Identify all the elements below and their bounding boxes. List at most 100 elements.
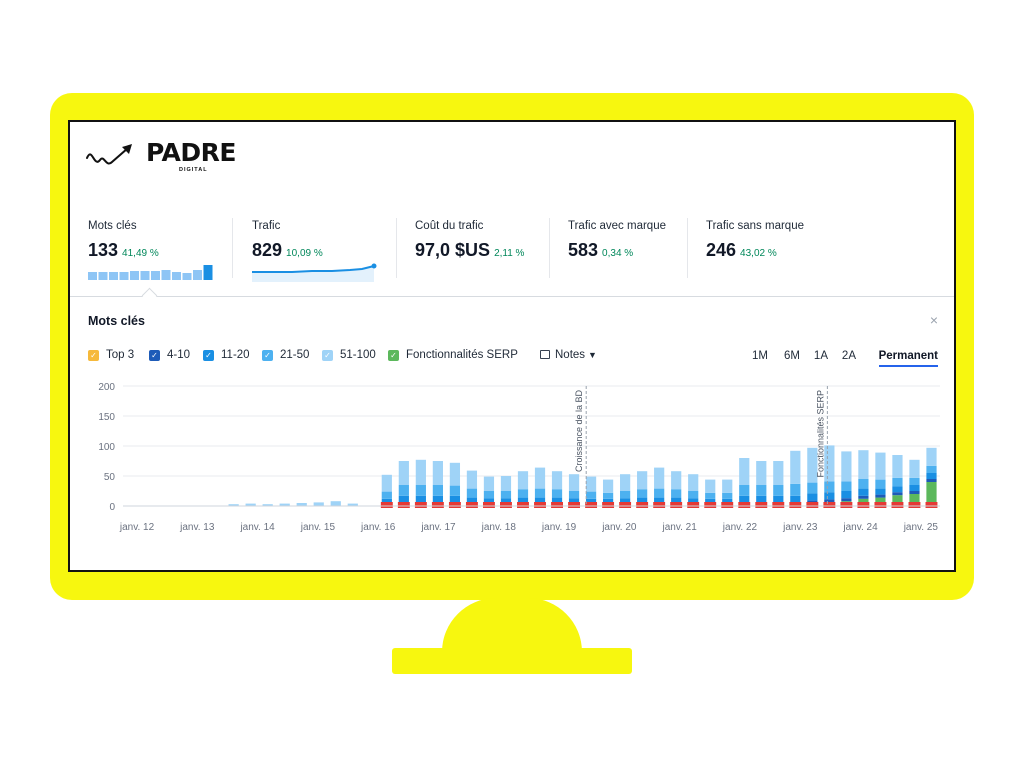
chart-bar [790, 450, 801, 484]
range-permanent[interactable]: Permanent [878, 350, 938, 367]
serp-marker [517, 502, 529, 508]
checkbox-checked-icon[interactable]: ✓ [388, 350, 399, 361]
metric-trafic[interactable]: Trafic 829 10,09 % [252, 206, 382, 296]
spark-bar [130, 271, 139, 280]
chart-bar [296, 503, 307, 506]
checkbox-checked-icon[interactable]: ✓ [262, 350, 273, 361]
range-1a[interactable]: 1A [813, 350, 828, 362]
serp-marker [721, 502, 734, 508]
spark-bar [193, 270, 202, 280]
serp-marker [908, 502, 921, 508]
chart-bar [688, 498, 699, 504]
chart-bar [858, 450, 869, 479]
chart-bar [824, 492, 835, 500]
chart-bar [773, 485, 784, 496]
chart-bar [585, 498, 597, 504]
serp-marker [772, 502, 785, 508]
serp-marker [431, 502, 444, 508]
x-tick-label: janv. 20 [601, 522, 637, 533]
serp-marker [687, 502, 700, 508]
chart-bar [654, 497, 665, 504]
serp-marker [891, 502, 904, 508]
chart-bar [892, 477, 903, 487]
serp-marker [653, 502, 666, 508]
annotation-label: Fonctionnalités SERP [815, 390, 825, 478]
metric-change: 10,09 % [286, 248, 323, 259]
chart-bar [926, 473, 937, 479]
chart-bar [534, 467, 546, 489]
spark-bar [119, 272, 129, 280]
chart-bar [500, 491, 512, 499]
chart-bar [381, 474, 392, 492]
serp-marker [670, 502, 683, 508]
checkbox-checked-icon[interactable]: ✓ [88, 350, 99, 361]
serp-marker [551, 502, 563, 508]
metric-mots-cles[interactable]: Mots clés 133 41,49 % [88, 206, 218, 296]
chart-bar [841, 498, 852, 502]
serp-marker [823, 502, 836, 508]
serp-marker [585, 502, 598, 508]
chart-bar [926, 479, 937, 482]
chart-bar [909, 485, 920, 491]
chart-bar [330, 501, 341, 506]
spark-bar [140, 271, 150, 280]
metrics-bar: Mots clés 133 41,49 % Trafic 829 10,09 % [70, 206, 954, 296]
chart-bar [262, 504, 273, 506]
spark-bar [98, 272, 108, 280]
chart-bar [909, 477, 920, 485]
chart-bar [875, 497, 886, 506]
chart-bar [398, 495, 409, 503]
chart-bar [875, 494, 886, 498]
metric-value: 97,0 $US [415, 240, 491, 260]
notes-dropdown[interactable]: Notes ▼ [540, 349, 597, 361]
x-tick-label: janv. 25 [903, 522, 939, 533]
serp-marker [755, 502, 768, 508]
chart-bar [909, 494, 920, 506]
legend-label: Fonctionnalités SERP [406, 349, 518, 361]
chart-bar [449, 485, 461, 496]
chart-bar [773, 461, 784, 485]
brand-name: PADRE [146, 138, 236, 167]
chart-bar [756, 485, 767, 496]
checkbox-checked-icon[interactable]: ✓ [203, 350, 214, 361]
chart-bar [841, 451, 852, 482]
x-tick-label: janv. 21 [662, 522, 698, 533]
metric-trafic-sans-marque[interactable]: Trafic sans marque 246 43,02 % [706, 206, 856, 296]
chart-bar [500, 476, 512, 491]
chart-bar [398, 461, 409, 485]
metric-cout-trafic[interactable]: Coût du trafic 97,0 $US 2,11 % [415, 206, 545, 296]
x-tick-label: janv. 13 [179, 522, 215, 533]
chart-bar [892, 486, 903, 493]
chart-bar [671, 489, 682, 498]
chart-bar [534, 488, 546, 498]
x-tick-label: janv. 22 [722, 522, 758, 533]
x-tick-label: janv. 17 [420, 522, 456, 533]
chart-bar [892, 455, 903, 478]
chart-bar [602, 498, 614, 504]
close-icon[interactable]: × [929, 312, 938, 328]
legend-label: 21-50 [280, 349, 310, 361]
legend-label: 4-10 [167, 349, 191, 361]
chart-bar [347, 503, 358, 506]
y-tick-label: 150 [98, 412, 115, 423]
range-2a[interactable]: 2A [841, 350, 856, 362]
chart-bar [602, 479, 614, 493]
serp-marker [806, 502, 819, 508]
spark-bar [172, 272, 181, 280]
chart-bar [245, 503, 256, 506]
screen: PADRE DIGITAL Mots clés 133 41,49 % [68, 120, 956, 572]
chart-bar [620, 474, 631, 491]
metric-change: 2,11 % [494, 248, 525, 259]
spark-bar [109, 272, 118, 280]
metric-trafic-avec-marque[interactable]: Trafic avec marque 583 0,34 % [568, 206, 698, 296]
range-6m[interactable]: 6M [784, 350, 800, 362]
chart-bar [551, 489, 563, 498]
metric-value: 133 [88, 240, 119, 260]
chart-bar [228, 504, 239, 506]
checkbox-checked-icon[interactable]: ✓ [149, 350, 160, 361]
checkbox-checked-icon[interactable]: ✓ [322, 350, 333, 361]
range-1m[interactable]: 1M [752, 350, 768, 362]
chart-bar [705, 498, 716, 504]
metric-label: Mots clés [88, 220, 137, 232]
arrow-squiggle-icon [86, 144, 132, 165]
